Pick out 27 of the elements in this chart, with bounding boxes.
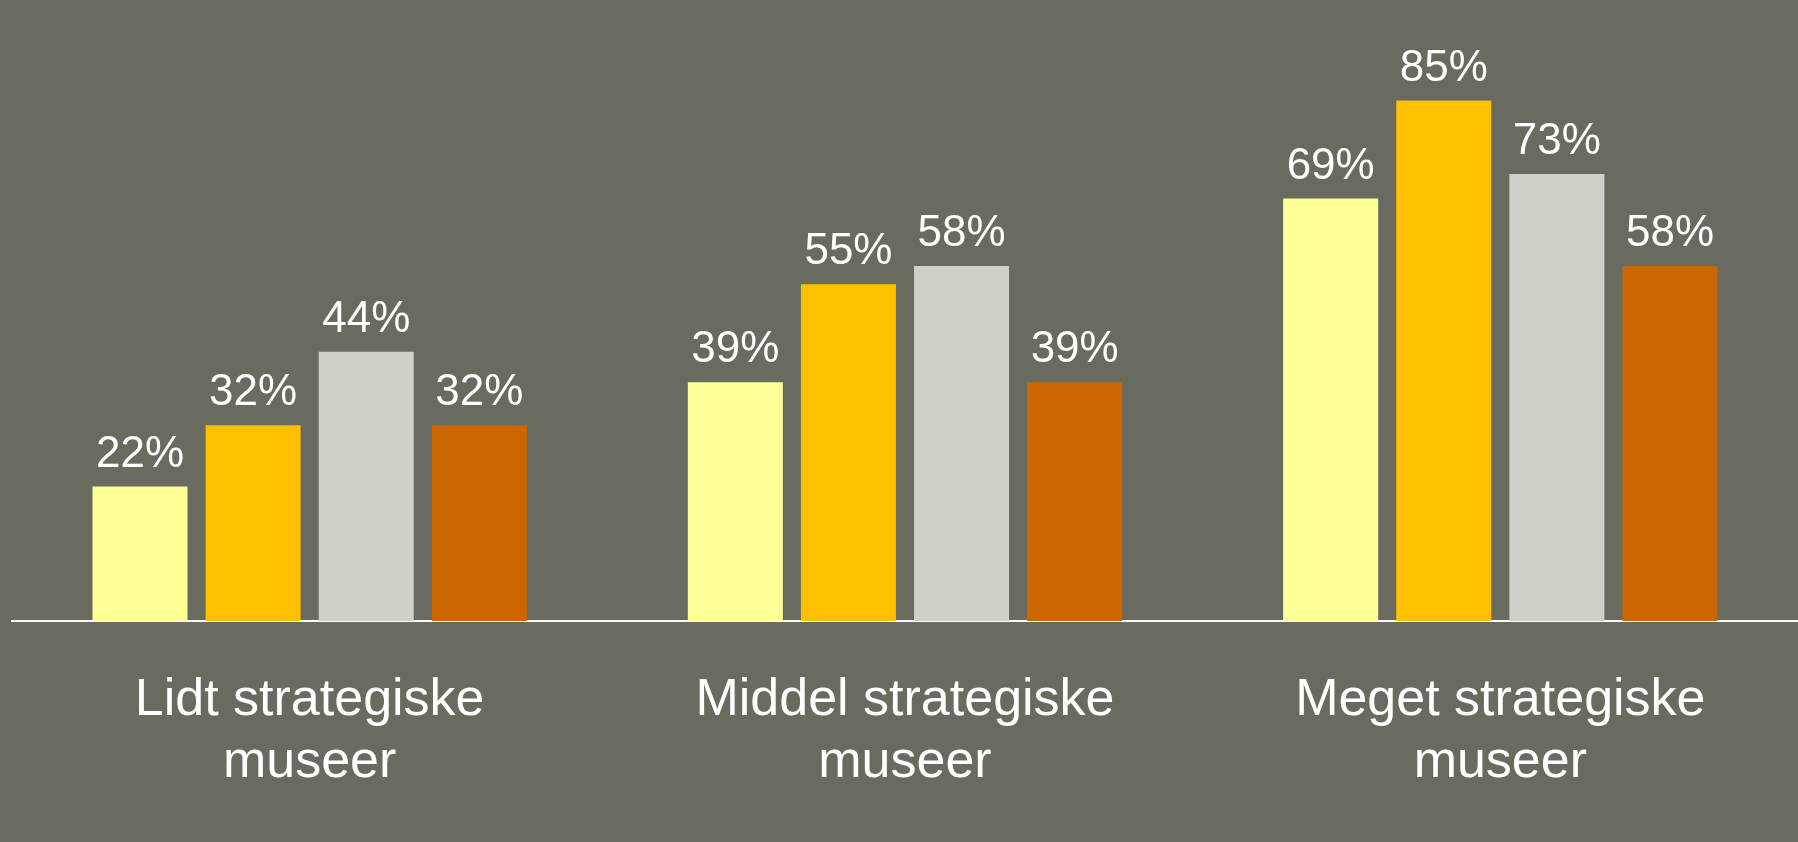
x-tick-label: Lidt strategiske museer bbox=[134, 667, 485, 789]
bar bbox=[914, 265, 1010, 622]
x-tick-label: Middel strategiske museer bbox=[695, 667, 1115, 789]
data-label: 85% bbox=[1399, 40, 1488, 90]
data-label: 58% bbox=[917, 206, 1006, 256]
bar bbox=[1283, 198, 1379, 622]
bar bbox=[1622, 265, 1718, 622]
data-label: 69% bbox=[1286, 138, 1375, 188]
data-label: 58% bbox=[1625, 206, 1715, 256]
x-tick-label: Meget strategiske museer bbox=[1295, 667, 1706, 789]
data-label: 44% bbox=[322, 291, 411, 341]
data-label: 55% bbox=[804, 224, 893, 274]
data-label: 73% bbox=[1512, 114, 1601, 164]
data-label: 32% bbox=[209, 365, 298, 415]
bar bbox=[687, 382, 783, 622]
data-label: 39% bbox=[1030, 322, 1119, 372]
bar bbox=[1396, 100, 1492, 622]
data-label: 39% bbox=[691, 322, 780, 372]
bar bbox=[318, 351, 414, 622]
bar bbox=[205, 425, 301, 622]
data-label: 32% bbox=[435, 365, 524, 415]
bar bbox=[800, 284, 896, 622]
bar bbox=[431, 425, 527, 622]
bar bbox=[1027, 382, 1123, 622]
bar bbox=[92, 486, 188, 622]
data-label: 22% bbox=[95, 426, 185, 476]
bar bbox=[1509, 174, 1605, 622]
